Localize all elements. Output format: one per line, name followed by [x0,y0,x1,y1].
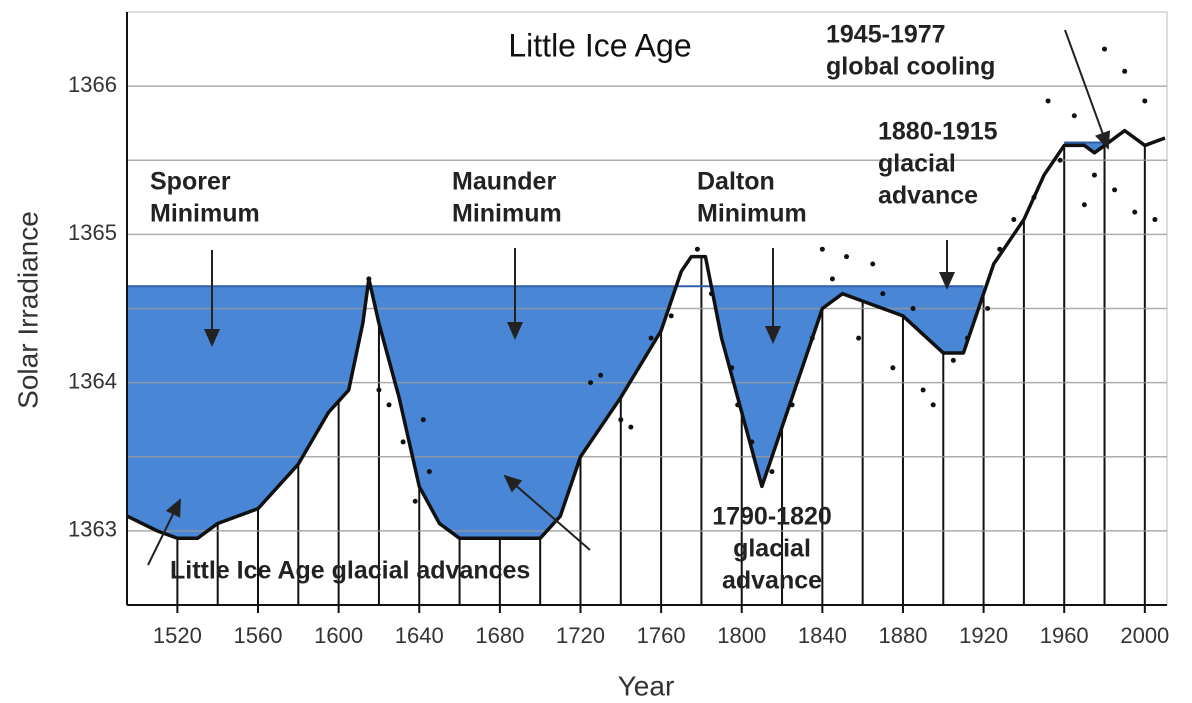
data-point [1057,157,1063,163]
data-point [1045,98,1051,104]
data-point [412,498,418,504]
data-point [930,402,936,408]
data-point [400,439,406,445]
data-point [628,424,634,430]
data-point [1152,217,1158,223]
y-tick-label: 1365 [68,220,117,245]
x-tick-label: 1560 [234,623,283,648]
x-tick-label: 1960 [1040,623,1089,648]
data-point [920,387,926,393]
annotation: Dalton [697,168,775,196]
data-line [126,128,1166,541]
x-tick-label: 1880 [878,623,927,648]
data-point [729,365,735,371]
data-point [420,417,426,423]
data-point [829,276,835,282]
annotation: Minimum [452,200,562,228]
data-point [1071,113,1077,119]
data-point [789,402,795,408]
data-point [618,417,624,423]
data-point [376,387,382,393]
data-point [890,365,896,371]
annotation: global cooling [826,53,995,81]
annotation: glacial [733,535,811,563]
data-point [648,335,654,341]
data-point [819,246,825,252]
x-tick-label: 1840 [798,623,847,648]
x-tick-label: 1720 [556,623,605,648]
data-point [870,261,876,267]
x-tick-label: 1800 [717,623,766,648]
x-tick-label: 1920 [959,623,1008,648]
annotation: advance [722,567,822,595]
data-point [844,254,850,260]
data-point [598,372,604,378]
annotation-arrow [1064,29,1111,150]
data-point [1091,172,1097,178]
annotation-arrow [147,498,181,566]
annotation: 1790-1820 [712,503,832,531]
annotation: Maunder [452,168,556,196]
data-point [708,291,714,297]
annotation: glacial [878,150,956,178]
annotation: Little Ice Age glacial advances [170,557,530,585]
data-point [880,291,886,297]
data-point [1081,202,1087,208]
x-axis-label: Year [618,670,675,701]
data-point [735,402,741,408]
x-tick-label: 2000 [1120,623,1169,648]
data-point [1011,217,1017,223]
y-tick-label: 1366 [68,72,117,97]
data-point [426,469,432,475]
data-point [1031,194,1037,200]
annotation: Sporer [150,168,231,196]
data-point [749,439,755,445]
data-point [1132,209,1138,215]
data-point [1112,187,1118,193]
annotation: 1945-1977 [826,21,946,49]
data-point [910,306,916,311]
chart-title: Little Ice Age [508,27,691,63]
data-point [809,335,815,341]
data-point [950,357,956,363]
data-point [1122,68,1128,74]
x-tick-label: 1520 [153,623,202,648]
data-point [769,469,775,475]
annotation-arrow [503,474,591,551]
x-tick-label: 1680 [475,623,524,648]
data-point [1102,46,1108,52]
data-point [1142,98,1148,104]
data-point [386,402,392,408]
annotation: 1880-1915 [878,118,998,146]
data-point [964,335,970,341]
x-tick-label: 1760 [637,623,686,648]
data-point [856,335,862,341]
x-tick-label: 1600 [314,623,363,648]
y-tick-label: 1364 [68,368,117,393]
y-tick-label: 1363 [68,517,117,542]
data-point [366,276,372,282]
x-tick-label: 1640 [395,623,444,648]
data-point [668,313,674,319]
annotation: advance [878,182,978,210]
annotation: Minimum [697,200,807,228]
data-point [997,246,1003,252]
data-point [694,246,700,252]
annotation: Minimum [150,200,260,228]
data-point [985,306,991,311]
data-point [588,380,594,386]
y-axis-label: Solar Irradiance [12,211,43,409]
